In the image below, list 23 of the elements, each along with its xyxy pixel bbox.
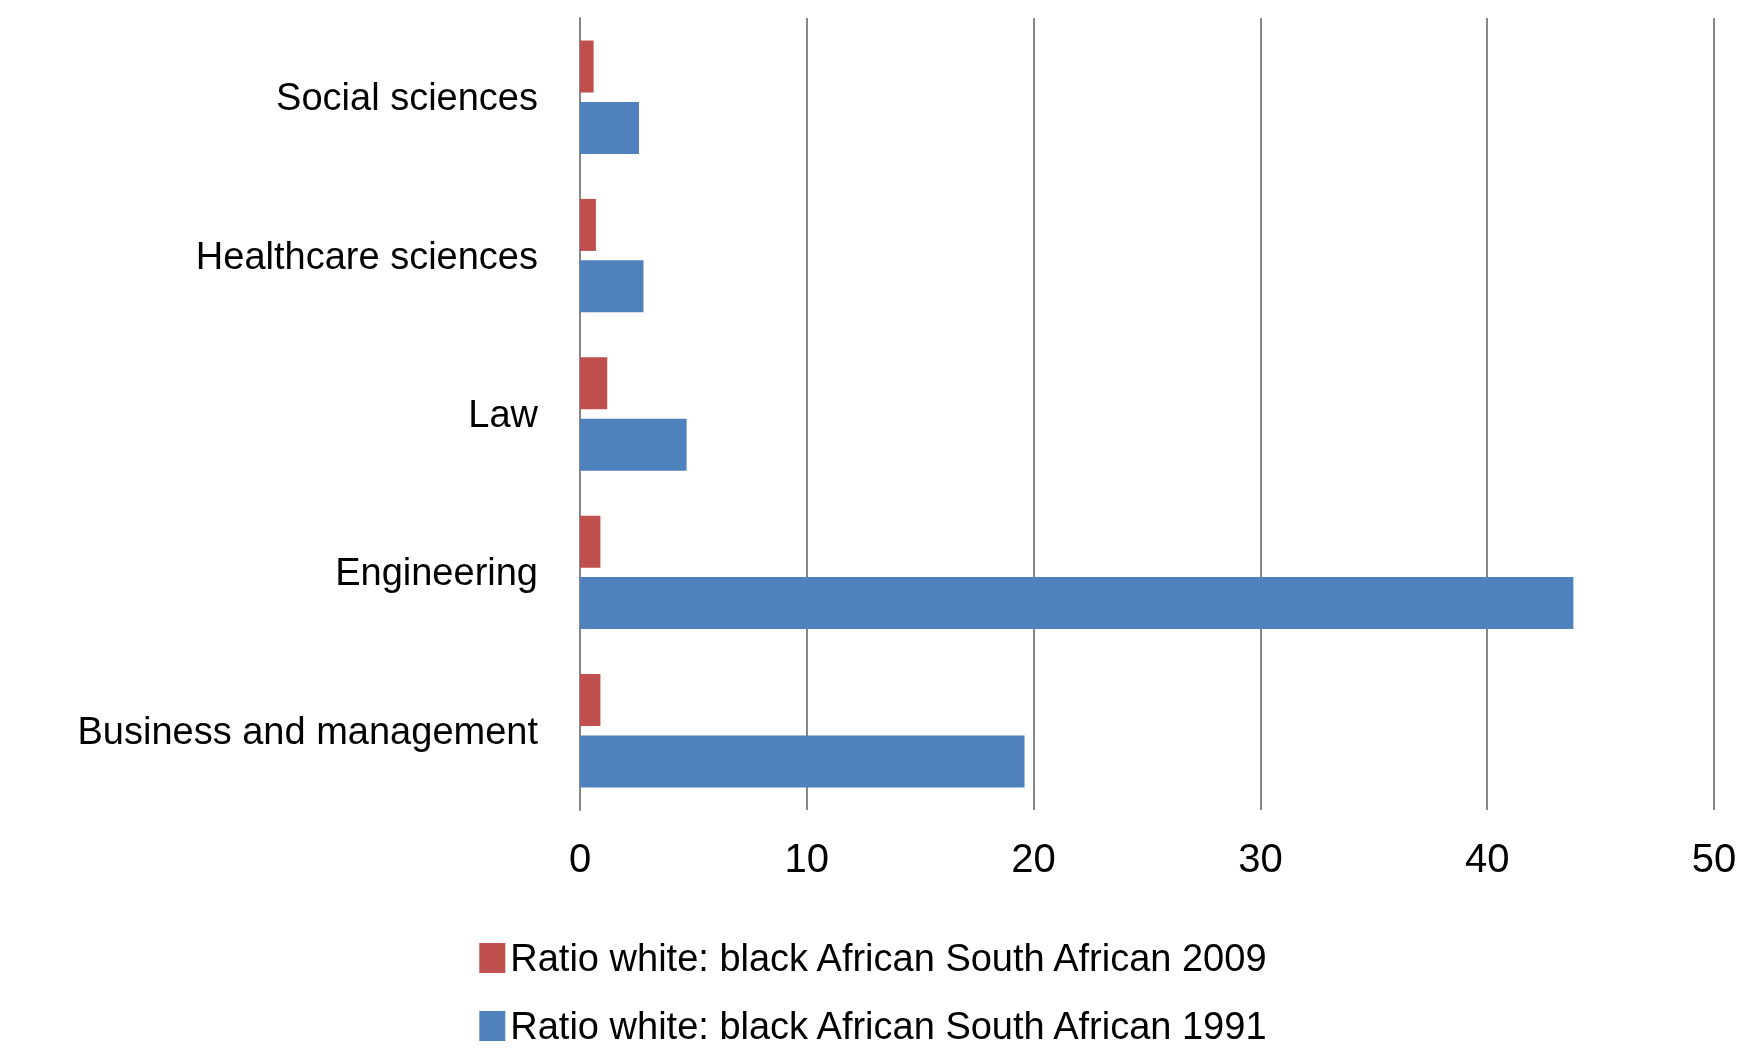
bar: [580, 577, 1574, 630]
bar: [580, 101, 639, 154]
bar: [580, 674, 601, 727]
x-tick-label: 10: [784, 836, 830, 880]
bar: [580, 418, 687, 471]
bar: [580, 198, 596, 251]
y-tick-label: Healthcare sciences: [195, 234, 538, 277]
x-tick-label: 0: [568, 836, 592, 880]
bar: [580, 40, 594, 93]
x-tick-label: 20: [1011, 836, 1056, 880]
y-tick-label: Business and management: [77, 709, 539, 752]
legend-label: Ratio white: black African South African 1991: [510, 1005, 1267, 1047]
y-tick-label: Social sciences: [276, 76, 538, 119]
legend-label: Ratio white: black African South African 2009: [510, 937, 1267, 979]
x-tick-label: 40: [1464, 836, 1510, 880]
y-tick-label: Engineering: [335, 551, 538, 594]
bar: [580, 735, 1025, 788]
x-tick-label: 50: [1691, 836, 1737, 880]
y-tick-label: Law: [468, 393, 539, 435]
x-tick-label: 30: [1238, 836, 1283, 880]
bar: [580, 357, 608, 410]
bar: [580, 515, 601, 568]
bar: [580, 260, 644, 313]
